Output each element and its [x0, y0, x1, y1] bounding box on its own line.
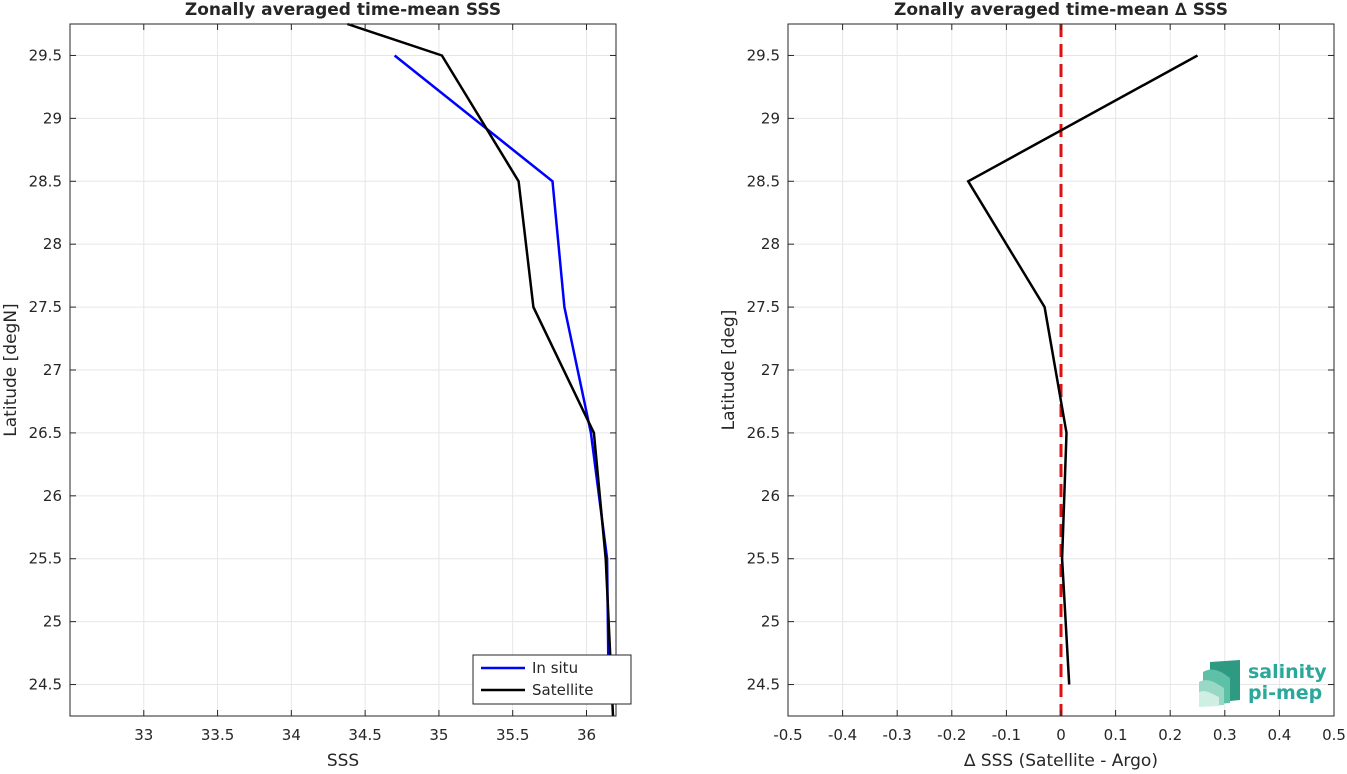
- y-tick-label: 28.5: [29, 172, 62, 190]
- legend-label: In situ: [532, 659, 578, 677]
- y-tick-label: 29.5: [29, 46, 62, 64]
- salinity-pi-mep-logo: salinity pi-mep: [1199, 660, 1327, 707]
- y-tick-label: 28: [43, 235, 62, 253]
- y-tick-label: 24.5: [747, 676, 780, 694]
- x-tick-label: 0.4: [1267, 726, 1291, 744]
- legend: In situ Satellite: [472, 654, 632, 705]
- chart-title: Zonally averaged time-mean ∆ SSS: [894, 0, 1228, 20]
- series-line-0: [966, 54, 1199, 685]
- x-tick-label: 0.1: [1104, 726, 1128, 744]
- x-tick-label: -0.2: [937, 726, 966, 744]
- y-tick-label: 24.5: [29, 676, 62, 694]
- x-tick-label: 34.5: [348, 726, 381, 744]
- y-tick-label: 28.5: [747, 172, 780, 190]
- y-axis-label: Latitude [deg]: [719, 310, 739, 431]
- x-tick-label: 36: [577, 726, 596, 744]
- x-tick-label: 0.3: [1213, 726, 1237, 744]
- x-tick-label: 33.5: [201, 726, 234, 744]
- y-tick-label: 28: [761, 235, 780, 253]
- y-tick-label: 29: [761, 109, 780, 127]
- delta-sss-panel: -0.5 -0.4 -0.3 -0.2 -0.1 0 0.1 0.2 0.3 0.4 0.5 24.5…: [719, 0, 1346, 771]
- y-tick-label: 25: [43, 613, 62, 631]
- y-tick-label: 25.5: [747, 550, 780, 568]
- x-tick-label: 34: [282, 726, 301, 744]
- y-tick-label: 25: [761, 613, 780, 631]
- x-tick-label: 0.2: [1158, 726, 1182, 744]
- y-tick-label: 27.5: [29, 298, 62, 316]
- x-tick-label: -0.5: [773, 726, 802, 744]
- x-axis-label: ∆ SSS (Satellite - Argo): [963, 751, 1158, 770]
- y-tick-label: 26: [43, 487, 62, 505]
- y-tick-label: 26.5: [747, 424, 780, 442]
- x-tick-label: -0.3: [883, 726, 912, 744]
- x-tick-label: 33: [134, 726, 153, 744]
- x-axis-label: SSS: [327, 751, 359, 770]
- y-tick-label: 27: [43, 361, 62, 379]
- x-tick-label: 35.5: [496, 726, 529, 744]
- y-tick-label: 27.5: [747, 298, 780, 316]
- logo-waves-icon: [1199, 660, 1240, 707]
- sss-panel: 33 33.5 34 34.5 35 35.5 36 24.5 25 25.5 26 26.5 27 27…: [1, 0, 632, 771]
- legend-box: [472, 654, 632, 705]
- chart-title: Zonally averaged time-mean SSS: [185, 0, 501, 20]
- y-tick-label: 26: [761, 487, 780, 505]
- y-axis-label: Latitude [degN]: [1, 303, 21, 436]
- y-tick-label: 29: [43, 109, 62, 127]
- y-tick-label: 29.5: [747, 46, 780, 64]
- logo-text-pi-mep: pi-mep: [1248, 682, 1322, 704]
- logo-text-salinity: salinity: [1248, 661, 1327, 683]
- x-tick-label: 35: [429, 726, 448, 744]
- x-tick-label: 0.5: [1322, 726, 1346, 744]
- y-tick-label: 26.5: [29, 424, 62, 442]
- legend-label: Satellite: [532, 681, 593, 699]
- x-tick-label: -0.4: [828, 726, 857, 744]
- y-tick-label: 25.5: [29, 550, 62, 568]
- x-tick-label: -0.1: [992, 726, 1021, 744]
- x-tick-label: 0: [1056, 726, 1066, 744]
- y-tick-label: 27: [761, 361, 780, 379]
